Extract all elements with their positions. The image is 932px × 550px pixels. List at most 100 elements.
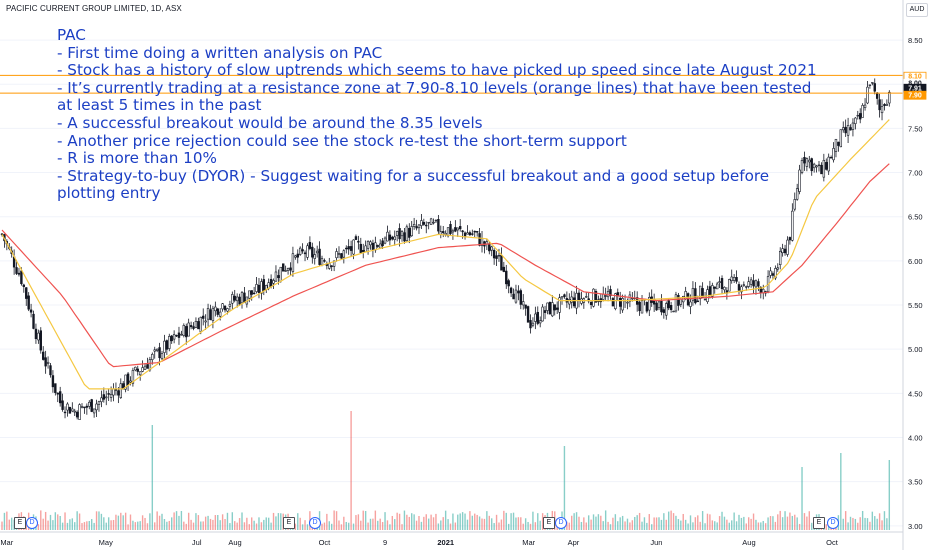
candle-body xyxy=(226,308,229,312)
candle-body xyxy=(296,253,299,258)
volume-bar xyxy=(452,513,454,530)
volume-bar xyxy=(493,523,495,530)
volume-bar xyxy=(401,524,403,530)
volume-bar xyxy=(127,524,129,530)
candle-body xyxy=(71,408,74,412)
earnings-marker[interactable]: E xyxy=(813,517,825,529)
volume-bar xyxy=(195,513,197,530)
volume-bar xyxy=(854,518,857,530)
volume-bar xyxy=(253,520,255,530)
dividend-marker[interactable]: D xyxy=(555,517,567,529)
candle-body xyxy=(420,220,423,226)
volume-bar xyxy=(675,515,677,530)
candle-body xyxy=(131,370,135,384)
volume-bar xyxy=(503,510,505,530)
dividend-marker[interactable]: D xyxy=(827,517,839,529)
volume-bar xyxy=(735,521,738,530)
candle-body xyxy=(168,336,171,349)
volume-bar xyxy=(91,519,93,530)
currency-badge[interactable]: AUD xyxy=(906,3,928,17)
candle-body xyxy=(415,226,418,229)
candle-body xyxy=(691,288,695,301)
price-tag xyxy=(903,90,927,100)
candle-body xyxy=(410,226,413,237)
volume-bar xyxy=(44,511,47,530)
candle-body xyxy=(888,91,891,104)
volume-bar xyxy=(764,523,767,530)
candle-body xyxy=(78,404,81,420)
volume-bar xyxy=(40,510,42,530)
x-tick-label: 2021 xyxy=(437,538,454,547)
volume-bar xyxy=(93,522,95,530)
volume-bar xyxy=(103,517,105,530)
candle-body xyxy=(859,113,862,120)
candle-body xyxy=(454,227,457,232)
candle-body xyxy=(274,271,278,282)
candle-body xyxy=(825,162,828,170)
volume-bar xyxy=(112,519,115,530)
y-tick-label: 8.50 xyxy=(908,36,923,45)
candle-body xyxy=(386,231,389,242)
candle-body xyxy=(849,127,852,131)
volume-bar xyxy=(449,523,452,530)
candle-body xyxy=(231,294,234,304)
volume-bar xyxy=(61,522,64,530)
chart-grid xyxy=(0,39,903,527)
volume-bar xyxy=(762,520,764,530)
volume-bar xyxy=(682,513,684,530)
volume-bar xyxy=(236,522,238,530)
candle-body xyxy=(119,383,122,398)
earnings-marker[interactable]: E xyxy=(543,517,555,529)
candle-body xyxy=(369,241,372,246)
volume-bar xyxy=(740,517,743,530)
volume-bar xyxy=(648,514,650,530)
volume-bar xyxy=(476,514,478,530)
candle-body xyxy=(471,233,474,235)
candle-body xyxy=(429,218,433,225)
candle-body xyxy=(577,292,581,302)
volume-bar xyxy=(515,517,517,530)
candle-body xyxy=(808,159,811,163)
volume-bar xyxy=(655,517,658,530)
y-tick-label: 4.50 xyxy=(908,389,923,398)
volume-bar xyxy=(864,517,866,530)
dividend-marker[interactable]: D xyxy=(26,517,38,529)
candle-body xyxy=(737,284,741,291)
candle-body xyxy=(803,157,806,164)
candle-body xyxy=(800,160,804,173)
candle-body xyxy=(757,281,760,287)
earnings-marker[interactable]: E xyxy=(283,517,295,529)
dividend-marker[interactable]: D xyxy=(309,517,321,529)
candle-body xyxy=(602,293,605,300)
y-tick-label: 6.00 xyxy=(908,257,923,266)
candle-body xyxy=(885,103,889,106)
candle-body xyxy=(563,294,566,298)
volume-bar xyxy=(760,522,762,530)
volume-bar xyxy=(801,467,803,530)
candle-body xyxy=(395,231,399,236)
volume-bar xyxy=(369,518,372,530)
candle-body xyxy=(126,373,130,386)
volume-bar xyxy=(520,517,522,530)
candle-body xyxy=(303,252,307,255)
candle-body xyxy=(250,290,253,295)
candle-body xyxy=(32,313,35,329)
candle-body xyxy=(490,246,493,251)
volume-bar xyxy=(699,521,701,530)
volume-bar xyxy=(510,513,512,530)
candlesticks xyxy=(0,78,891,420)
candle-body xyxy=(437,219,440,232)
volume-bar xyxy=(653,517,655,530)
time-axis[interactable]: Mar May Jul Aug Oct 9 2021 Mar Apr Jun Aug Oct xyxy=(0,531,903,547)
volume-bar xyxy=(585,522,587,530)
volume-bar xyxy=(871,511,874,530)
earnings-marker[interactable]: E xyxy=(14,517,26,529)
volume-bar xyxy=(660,519,663,530)
volume-bar xyxy=(6,511,8,530)
volume-bar xyxy=(364,510,367,530)
volume-bar xyxy=(498,522,500,530)
volume-bar xyxy=(144,517,146,530)
volume-bar xyxy=(888,460,891,530)
